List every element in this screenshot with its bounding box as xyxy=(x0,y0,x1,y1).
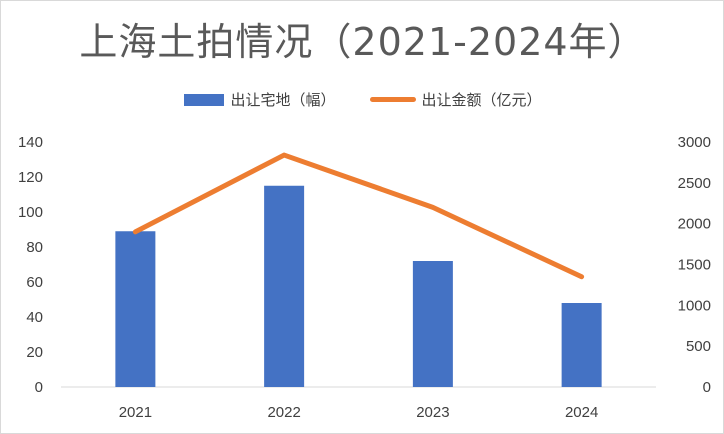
bar-2022 xyxy=(264,185,305,387)
y-right-tick-label: 1000 xyxy=(678,297,711,314)
x-tick-label: 2021 xyxy=(119,404,152,421)
x-tick-label: 2022 xyxy=(267,404,300,421)
y-right-tick-label: 1500 xyxy=(678,257,711,274)
y-right-tick-label: 2500 xyxy=(678,175,711,192)
x-tick-label: 2024 xyxy=(565,404,598,421)
legend-label-line: 出让金额（亿元） xyxy=(421,91,542,109)
y-left-tick-label: 100 xyxy=(18,204,43,221)
y-right-tick-label: 2000 xyxy=(678,216,711,233)
legend-label-bar: 出让宅地（幅） xyxy=(230,91,336,109)
y-left-tick-label: 60 xyxy=(26,274,43,291)
y-left-tick-label: 80 xyxy=(26,239,43,256)
x-tick-label: 2023 xyxy=(416,404,449,421)
legend-item-line: 出让金额（亿元） xyxy=(369,89,542,110)
y-right-tick-label: 500 xyxy=(686,338,711,355)
chart-title: 上海土拍情况（2021-2024年） xyxy=(79,20,647,64)
y-left-tick-label: 20 xyxy=(26,344,43,361)
bar-2023 xyxy=(412,261,453,387)
y-left-tick-label: 140 xyxy=(18,134,43,151)
y-right-tick-label: 3000 xyxy=(678,134,711,151)
line-series-amount xyxy=(132,152,585,280)
y-left-tick-label: 0 xyxy=(35,379,43,396)
legend-swatch-line xyxy=(369,97,416,102)
y-right-tick-label: 0 xyxy=(703,379,711,396)
y-left-tick-label: 40 xyxy=(26,309,43,326)
bar-2024 xyxy=(561,303,602,387)
bar-2021 xyxy=(115,231,156,387)
legend: 出让宅地（幅） 出让金额（亿元） xyxy=(1,89,723,110)
legend-item-bar: 出让宅地（幅） xyxy=(184,89,336,110)
y-left-tick-label: 120 xyxy=(18,169,43,186)
legend-swatch-bar xyxy=(184,93,225,106)
